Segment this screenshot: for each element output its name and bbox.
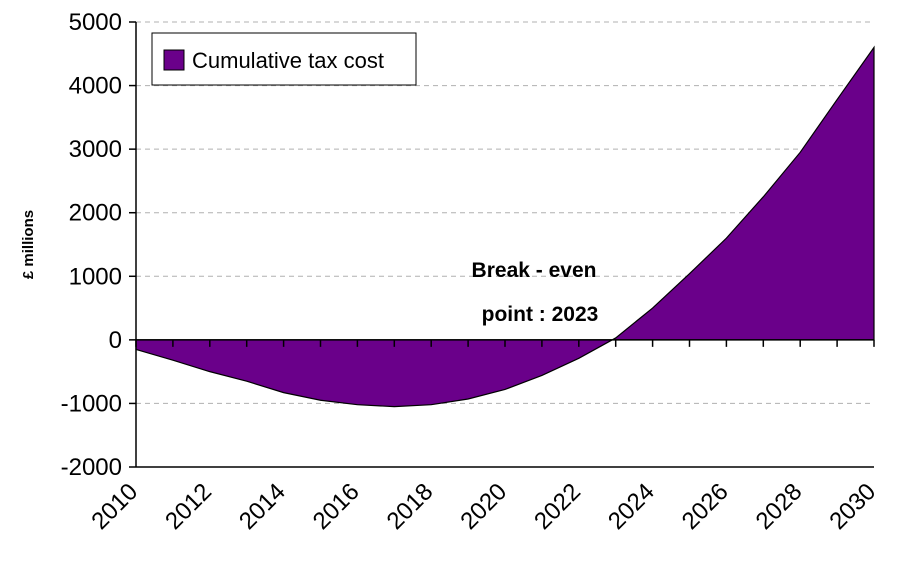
break-even-annotation: Break - even point : 2023 [472,259,599,326]
y-tick-label: 1000 [69,263,122,290]
legend-label: Cumulative tax cost [192,48,384,73]
x-tick-label: 2016 [308,478,365,535]
legend-swatch [163,49,185,71]
axes [129,21,875,468]
y-tick-label: 4000 [69,73,122,100]
y-axis-title: £ millions [20,210,37,279]
x-tick-label: 2020 [455,478,512,535]
y-tick-label: -2000 [61,454,122,481]
x-tick-label: 2022 [529,478,586,535]
annotation-line-2: point : 2023 [482,303,599,326]
cumulative-tax-cost-area [135,45,875,408]
annotation-line-1: Break - even [472,259,597,282]
x-tick-label: 2026 [677,478,734,535]
y-tick-label: 5000 [69,9,122,36]
y-tick-label: -1000 [61,390,122,417]
y-tick-labels: -2000 -1000 0 1000 2000 3000 4000 5000 [61,9,122,481]
x-tick-label: 2012 [160,478,217,535]
legend: Cumulative tax cost [151,32,417,86]
y-tick-label: 2000 [69,200,122,227]
y-tick-label: 3000 [69,136,122,163]
x-tick-label: 2018 [382,478,439,535]
x-tick-label: 2024 [603,478,660,535]
area-series [135,45,875,408]
legend-box [151,32,417,86]
x-tick-label: 2014 [234,478,291,535]
x-tick-labels: 2010 2012 2014 2016 2018 2020 2022 2024 2026 2028… [86,478,881,535]
x-tick-label: 2030 [824,478,881,535]
x-tick-label: 2010 [86,478,143,535]
y-tick-label: 0 [109,327,122,354]
x-tick-label: 2028 [751,478,808,535]
